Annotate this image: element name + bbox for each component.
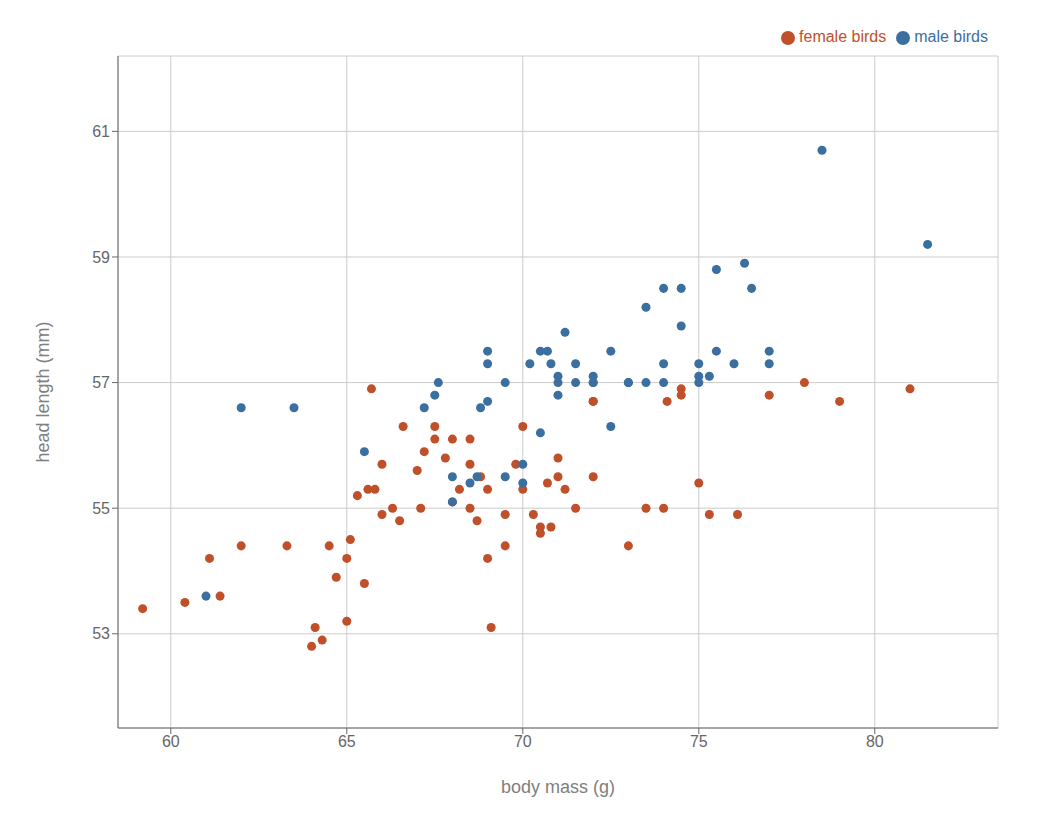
svg-text:60: 60: [162, 733, 180, 750]
svg-text:head length (mm): head length (mm): [33, 321, 53, 462]
svg-text:80: 80: [866, 733, 884, 750]
svg-text:55: 55: [92, 500, 110, 517]
svg-text:body mass (g): body mass (g): [501, 777, 615, 797]
html-text:male birds: male birds: [914, 28, 988, 45]
svg-text:70: 70: [514, 733, 532, 750]
svg-text:53: 53: [92, 625, 110, 642]
svg-text:59: 59: [92, 249, 110, 266]
svg-text:65: 65: [338, 733, 356, 750]
html-text:female birds: female birds: [799, 28, 887, 45]
svg-text:57: 57: [92, 374, 110, 391]
svg-text:75: 75: [690, 733, 708, 750]
svg-text:61: 61: [92, 123, 110, 140]
